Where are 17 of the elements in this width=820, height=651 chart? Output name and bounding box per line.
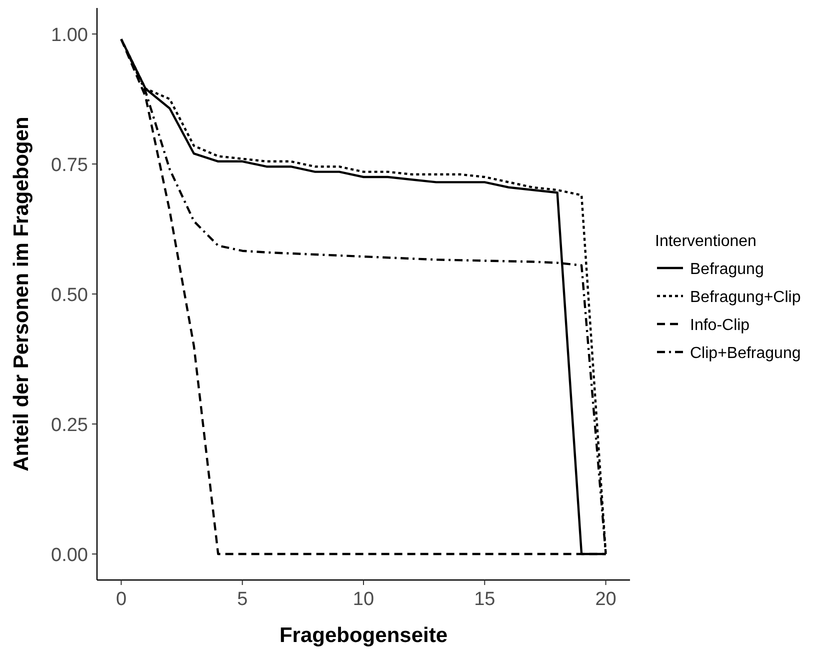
- y-tick-label: 0.75: [51, 155, 88, 176]
- legend-label: Befragung+Clip: [690, 289, 801, 306]
- y-tick-label: 0.00: [51, 545, 88, 566]
- legend-label: Clip+Befragung: [690, 345, 801, 362]
- y-tick-label: 1.00: [51, 25, 88, 46]
- legend-title: Interventionen: [655, 233, 756, 250]
- y-tick-label: 0.50: [51, 285, 88, 306]
- y-axis-title: Anteil der Personen im Fragebogen: [10, 116, 33, 472]
- legend-label: Info-Clip: [690, 317, 750, 334]
- x-tick-label: 5: [237, 589, 248, 610]
- x-axis-title: Fragebogenseite: [279, 624, 448, 647]
- x-tick-label: 15: [474, 589, 496, 610]
- x-tick-label: 10: [352, 589, 374, 610]
- legend-label: Befragung: [690, 261, 764, 278]
- x-tick-label: 0: [116, 589, 127, 610]
- x-tick-label: 20: [595, 589, 616, 610]
- y-tick-label: 0.25: [51, 415, 88, 436]
